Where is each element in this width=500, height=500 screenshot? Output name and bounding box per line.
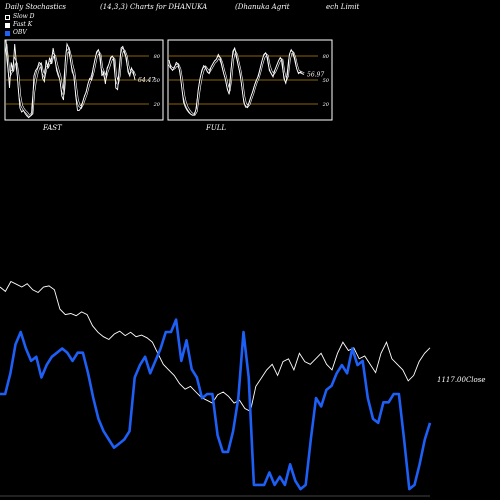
header-company-part1: (Dhanuka Agrit [235, 3, 290, 11]
full-panel-label: FULL [205, 124, 226, 132]
fast-ytick-20: 20 [153, 102, 161, 108]
legend-item-obv: OBV [5, 29, 35, 37]
fast-panel-label: FAST [42, 124, 63, 132]
fast-last-value-label: 64.47 [138, 77, 155, 84]
legend-label-obv: OBV [13, 29, 27, 36]
legend-label-slow-d: Slow D [13, 13, 35, 20]
legend-item-fast-k: Fast K [5, 21, 35, 29]
full-ytick-20: 20 [322, 102, 330, 108]
header-company-part2: ech Limit [326, 3, 360, 11]
legend: Slow D Fast K OBV [5, 13, 35, 37]
fast-ytick-80: 80 [154, 54, 161, 60]
legend-label-fast-k: Fast K [13, 21, 33, 28]
legend-swatch-fast-k [5, 22, 10, 28]
fast-ytick-50: 50 [154, 78, 161, 84]
legend-item-slow-d: Slow D [5, 13, 35, 21]
header-title: Daily Stochastics [5, 3, 67, 11]
obv-line [0, 318, 432, 491]
full-ytick-80: 80 [323, 54, 330, 60]
fast-fast-k-line [5, 39, 136, 119]
price-last-label: 1117.00Close [437, 376, 486, 384]
full-fast-k-line [168, 46, 305, 116]
full-last-value-label: 56.97 [307, 71, 324, 78]
legend-swatch-slow-d [5, 14, 10, 20]
header-subtitle: (14,3,3) Charts for DHANUKA [100, 3, 208, 11]
price-last-suffix: Close [466, 376, 486, 384]
price-line [0, 280, 431, 412]
legend-swatch-obv [5, 30, 10, 36]
full-ytick-50: 50 [323, 78, 330, 84]
